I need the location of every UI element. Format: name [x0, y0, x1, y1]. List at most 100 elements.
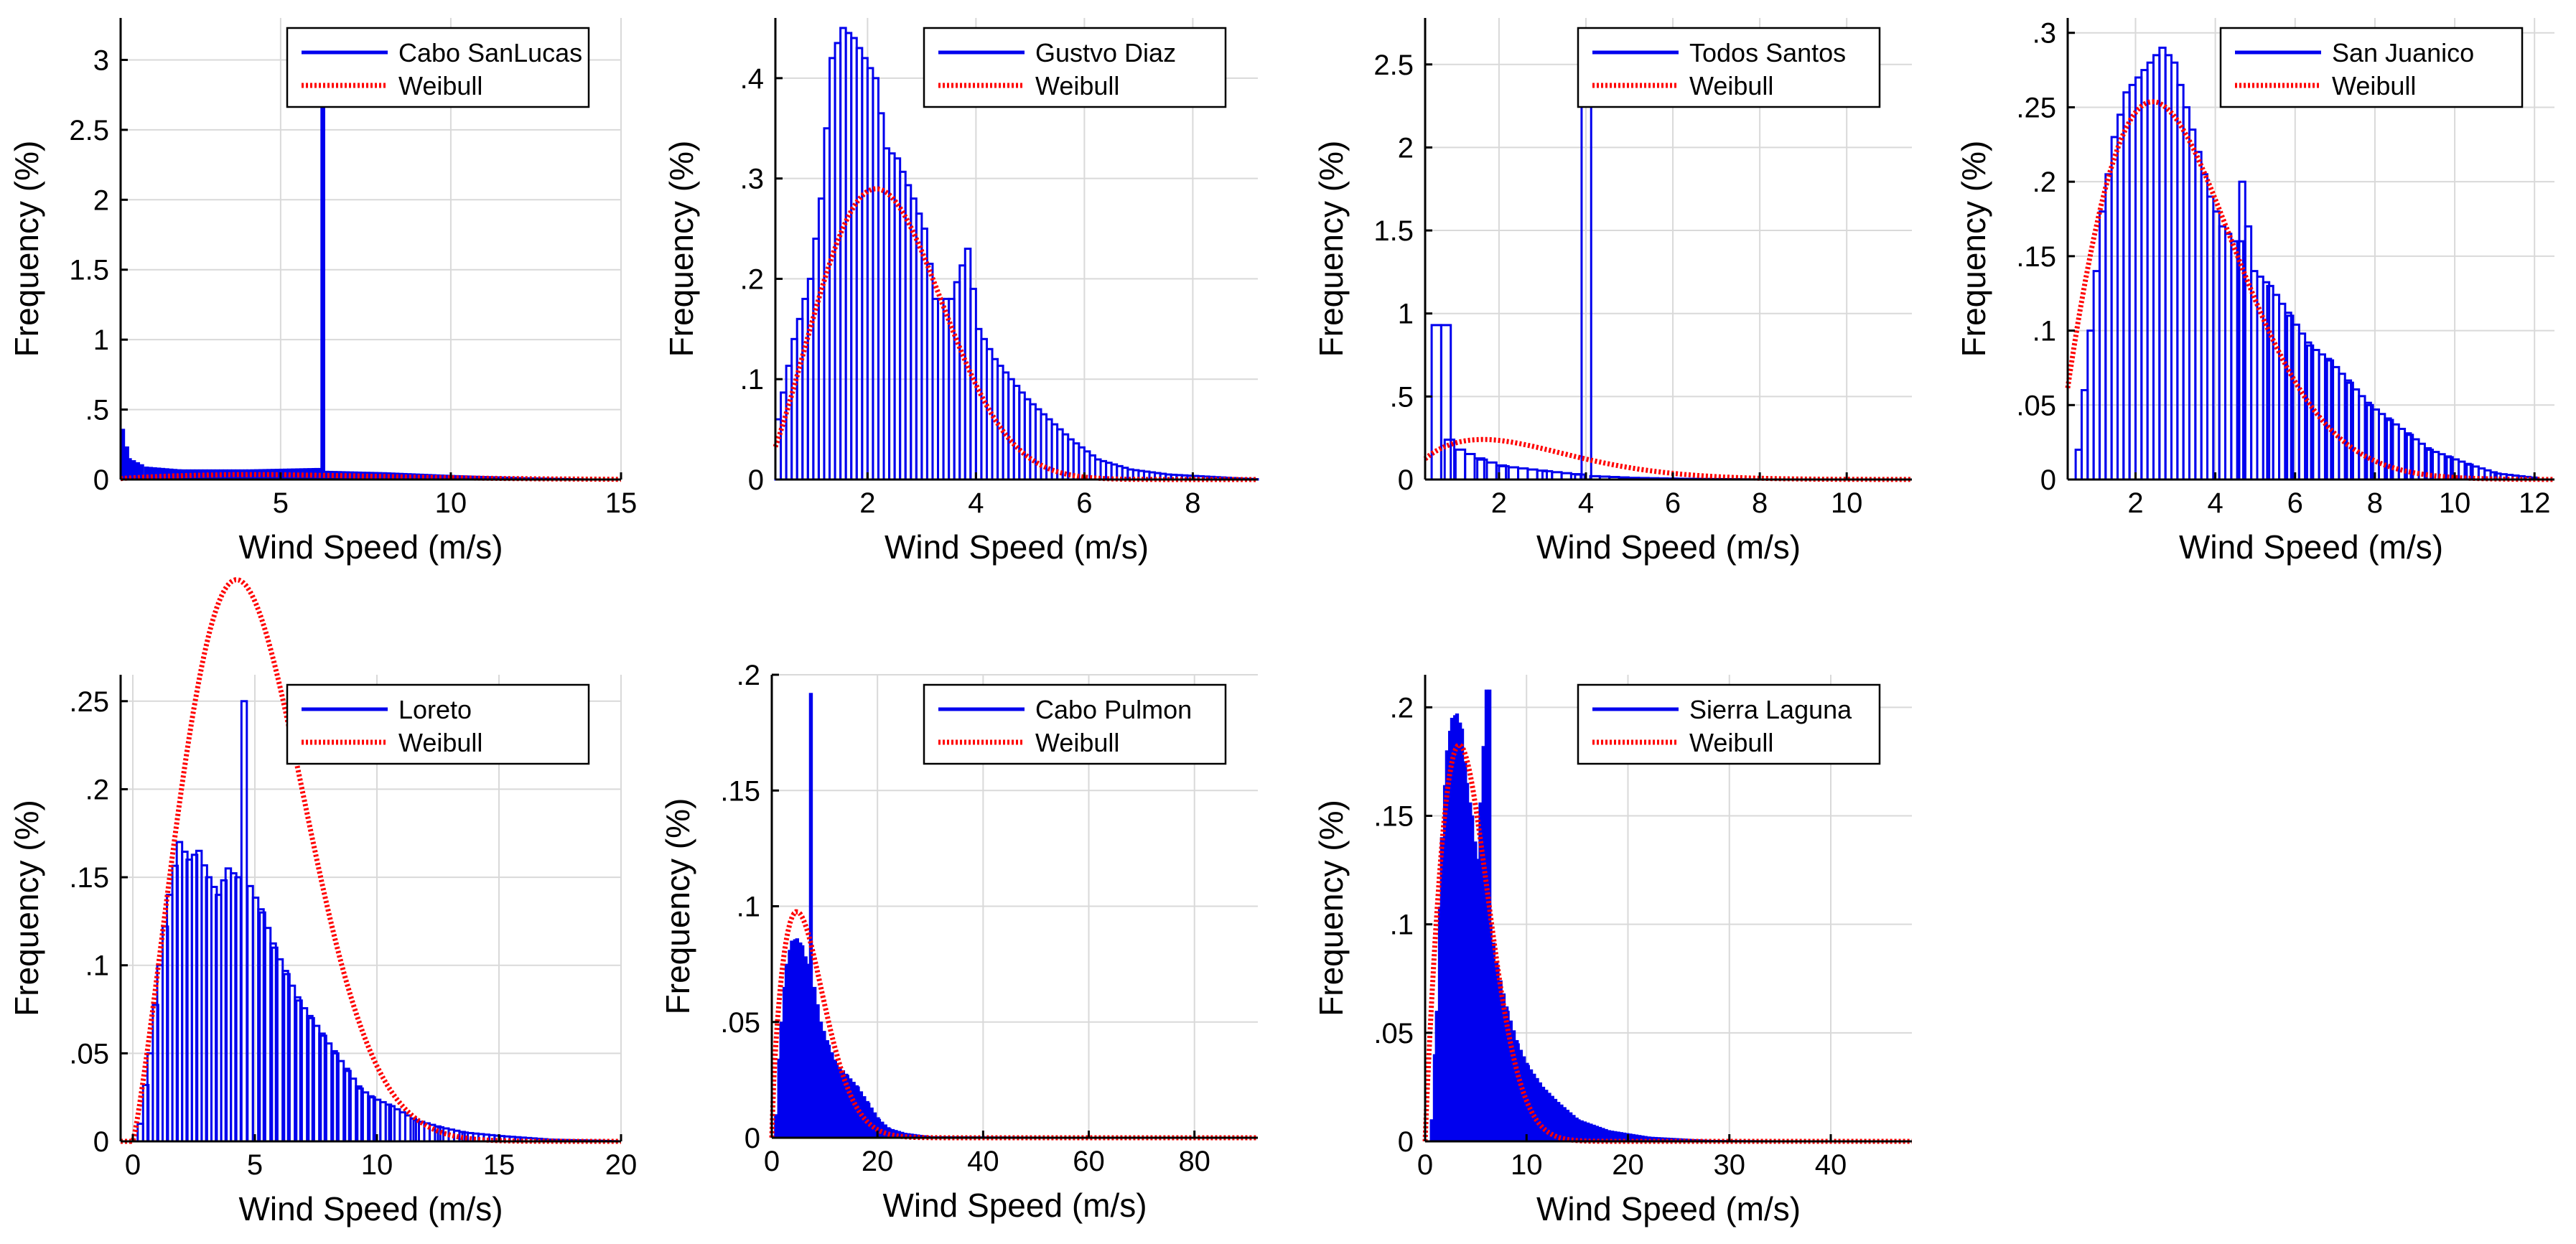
histogram-bar	[1586, 1122, 1590, 1142]
y-tick-label: 0	[1398, 464, 1414, 496]
histogram-bar	[240, 700, 248, 1143]
histogram-bar	[1501, 993, 1506, 1142]
x-tick-label: 10	[1831, 487, 1863, 519]
histogram-bar	[779, 1021, 783, 1138]
histogram-bar	[816, 1004, 820, 1138]
x-tick-label: 12	[2519, 487, 2551, 519]
histogram-bar	[1526, 468, 1539, 481]
chart-panel-3: 2 4 6 8 10 0 .5 1 1.5 2 2.5 Wind Speed (m/s) Frequen…	[1312, 18, 1913, 566]
y-tick-label: 0	[745, 1123, 760, 1154]
histogram-bar	[1569, 1112, 1573, 1142]
histogram-bar	[1495, 464, 1508, 481]
histogram-bar	[1529, 1069, 1534, 1142]
histogram-bar	[806, 963, 810, 1138]
histogram-bar	[1491, 943, 1495, 1142]
y-tick-label: .4	[740, 63, 764, 95]
x-tick-label: 6	[1665, 487, 1681, 519]
x-tick-label: 8	[1185, 487, 1200, 519]
histogram-bar	[1429, 1119, 1434, 1142]
y-tick-label: .2	[737, 660, 760, 691]
y-tick-label: .05	[2016, 390, 2056, 421]
x-tick-label: 10	[361, 1149, 393, 1181]
legend-weibull-label: Weibull	[1035, 71, 1119, 100]
histogram-bar	[795, 938, 800, 1138]
y-tick-label: .5	[1390, 381, 1414, 413]
legend-station-label: Loreto	[398, 695, 472, 724]
legend-weibull-label: Weibull	[1035, 728, 1119, 757]
x-tick-label: 6	[1076, 487, 1092, 519]
x-tick-label: 20	[1612, 1149, 1644, 1181]
legend-box	[923, 683, 1227, 765]
y-tick-label: 1	[1398, 299, 1414, 330]
x-tick-label: 6	[2287, 487, 2303, 519]
weibull-curve	[773, 186, 1258, 482]
y-tick-label: .05	[720, 1007, 760, 1039]
histogram-bar	[1582, 1121, 1587, 1142]
x-tick-label: 4	[968, 487, 984, 519]
y-tick-label: 0	[2040, 464, 2056, 496]
histogram-bar	[834, 1063, 839, 1138]
x-tick-label: 8	[2367, 487, 2383, 519]
histogram-bar	[1473, 457, 1485, 481]
y-tick-label: .05	[1373, 1018, 1414, 1049]
histogram-bar	[1478, 802, 1483, 1142]
x-tick-label: 80	[1178, 1146, 1210, 1177]
y-axis-label: Frequency (%)	[8, 141, 45, 357]
histogram-bar	[1579, 1120, 1584, 1142]
histogram-bar	[1439, 324, 1452, 481]
legend-station-label: Cabo SanLucas	[398, 38, 582, 67]
y-tick-label: 0	[748, 464, 764, 496]
legend-box	[923, 27, 1227, 108]
histogram-bar	[1535, 1077, 1539, 1142]
y-tick-label: .2	[1390, 692, 1414, 724]
x-tick-label: 10	[1511, 1149, 1543, 1181]
histogram-bar	[1464, 452, 1476, 481]
histogram-bar	[1547, 1093, 1551, 1142]
histogram-bar	[1516, 1043, 1520, 1142]
histogram-bar	[774, 1114, 778, 1138]
y-tick-label: .1	[740, 364, 764, 396]
histogram-bar	[830, 1052, 834, 1138]
y-tick-label: 3	[93, 45, 109, 76]
x-tick-label: 30	[1714, 1149, 1746, 1181]
histogram-bar	[1484, 689, 1489, 1142]
histogram-bar	[822, 1031, 826, 1138]
x-tick-label: 60	[1073, 1146, 1105, 1177]
y-tick-label: .2	[85, 774, 109, 805]
legend-station-label: Cabo Pulmon	[1035, 695, 1192, 724]
legend-weibull-label: Weibull	[398, 71, 482, 100]
histogram-bar	[1541, 1086, 1546, 1142]
chart-panel-2: 2 4 6 8 0 .1 .2 .3 .4 Wind Speed (m/s) Frequency (…	[663, 18, 1259, 566]
legend-weibull-label: Weibull	[1689, 71, 1773, 100]
y-axis-label: Frequency (%)	[659, 798, 696, 1015]
y-tick-label: .3	[740, 164, 764, 195]
weibull-curve	[2065, 99, 2554, 482]
y-tick-label: 0	[93, 464, 109, 496]
histogram-bar	[234, 876, 242, 1143]
x-tick-label: 5	[273, 487, 289, 519]
x-axis-label: Wind Speed (m/s)	[238, 1190, 503, 1227]
histogram-bar	[1498, 464, 1510, 481]
y-tick-label: .25	[2016, 92, 2056, 123]
legend-box	[1577, 27, 1881, 108]
y-tick-label: 2	[93, 184, 109, 216]
y-tick-label: .15	[1373, 801, 1414, 833]
histogram-bar	[1455, 713, 1460, 1142]
histogram-bar	[1551, 471, 1563, 481]
x-axis-label: Wind Speed (m/s)	[2179, 528, 2443, 566]
y-tick-label: .3	[2033, 18, 2056, 50]
x-tick-label: 15	[605, 487, 638, 519]
histogram-bar	[1572, 1115, 1576, 1142]
histogram-bar	[1485, 461, 1498, 481]
legend-station-label: San Juanico	[2332, 38, 2474, 67]
histogram-bar	[1507, 466, 1520, 481]
histogram-bar	[1488, 924, 1493, 1142]
y-tick-label: 0	[1398, 1126, 1414, 1158]
x-tick-label: 10	[435, 487, 467, 519]
x-tick-label: 0	[1417, 1149, 1433, 1181]
y-axis-label: Frequency (%)	[1312, 800, 1350, 1016]
histogram-bar	[838, 1067, 842, 1138]
histogram-bar	[1450, 717, 1455, 1142]
histogram-bar	[1565, 1109, 1570, 1142]
x-axis-label: Wind Speed (m/s)	[885, 528, 1149, 566]
